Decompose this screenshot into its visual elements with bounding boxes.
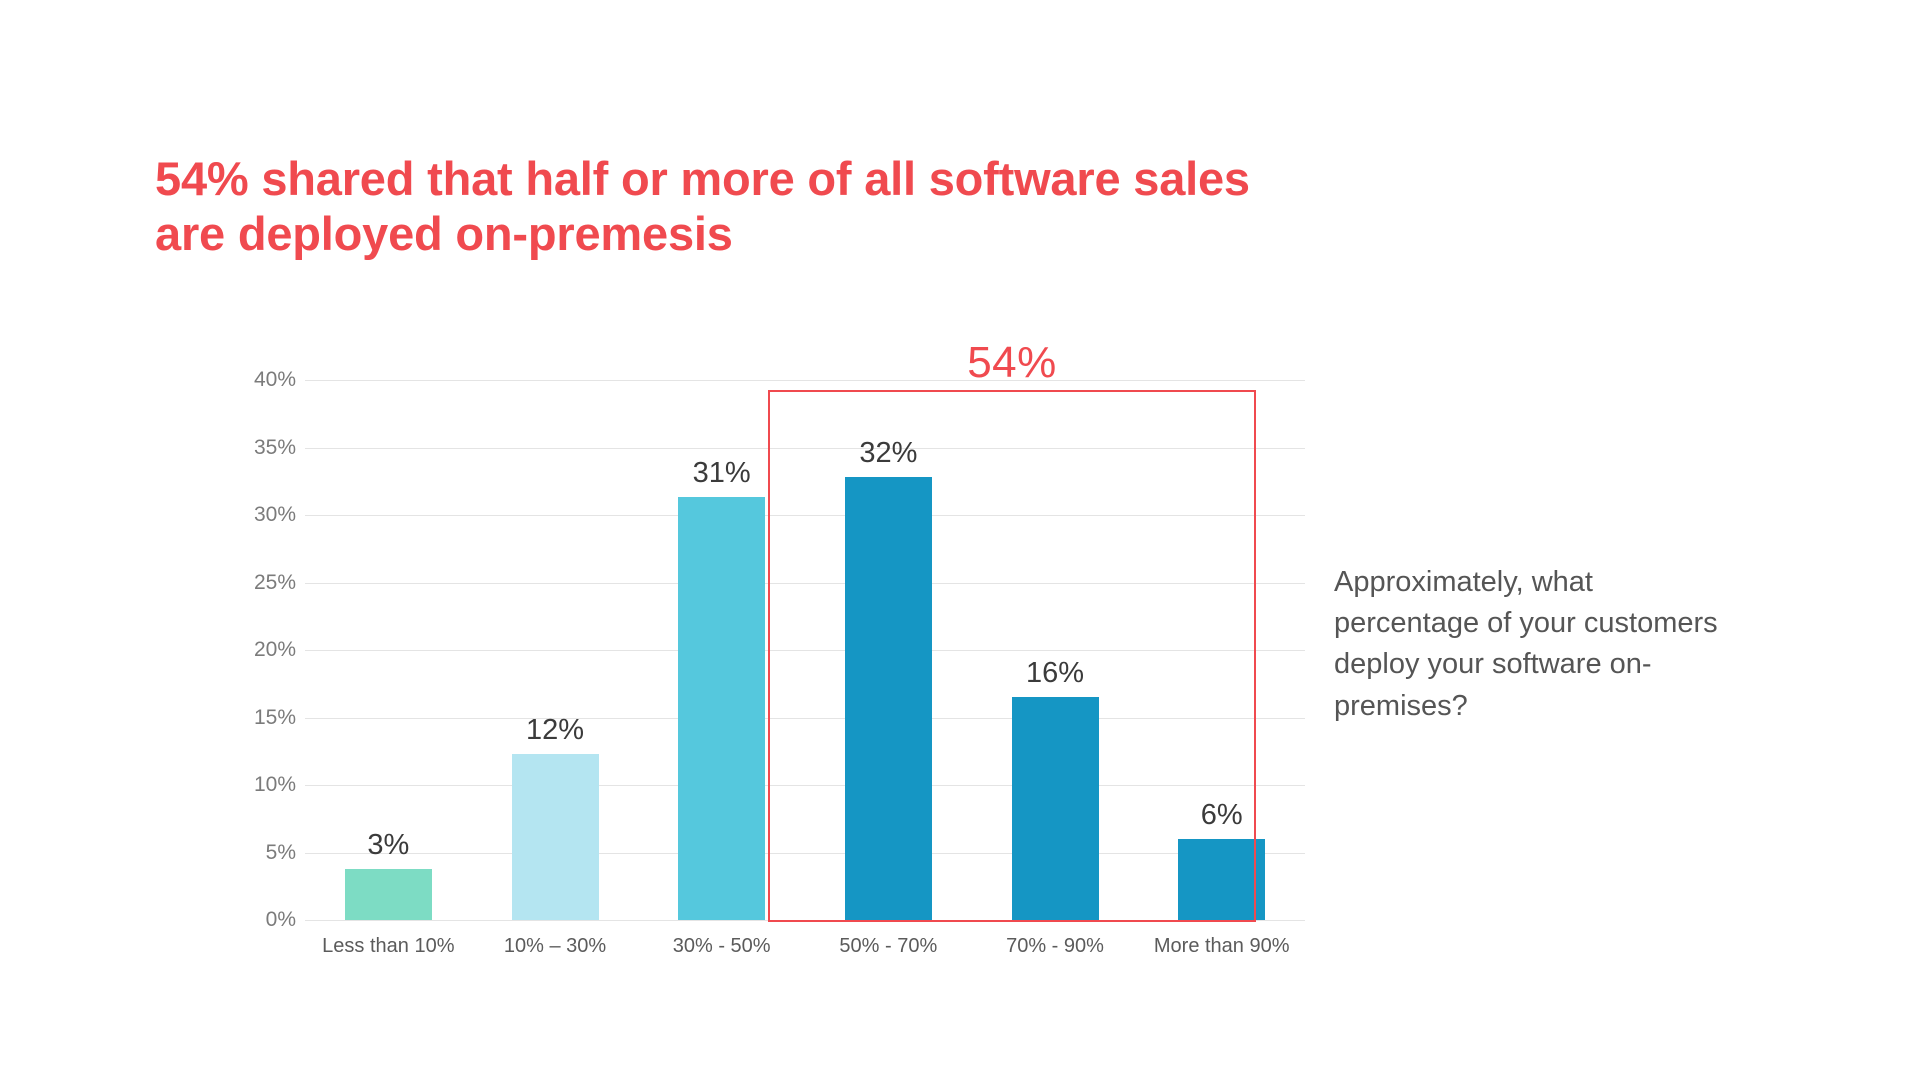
gridline: [305, 920, 1305, 921]
bar-value-label: 6%: [1200, 799, 1243, 831]
page-title: 54% shared that half or more of all soft…: [155, 152, 1585, 262]
x-axis-category-label: More than 90%: [1153, 935, 1290, 957]
y-axis-tick-label: 30%: [253, 503, 296, 526]
y-axis-tick-label: 10%: [253, 773, 296, 796]
gridline: [305, 717, 1305, 719]
y-axis-tick-label: 20%: [253, 638, 296, 661]
bar-value-label: 3%: [367, 828, 410, 861]
bar[interactable]: 3%: [344, 829, 432, 920]
y-axis-tick-label: 0%: [265, 908, 296, 931]
page-title-line-2: are deployed on-premesis: [155, 206, 733, 260]
page-title-line-1: 54% shared that half or more of all soft…: [155, 152, 1250, 205]
bar-slot: 32%: [805, 380, 972, 920]
y-axis-tick-label: 5%: [265, 840, 296, 864]
survey-question-text: Approximately, what percentage of your c…: [1334, 566, 1718, 722]
x-axis-category-label: 10% – 30%: [503, 935, 607, 957]
gridline: [305, 785, 1305, 786]
bar[interactable]: 32%: [844, 437, 932, 920]
gridline: [305, 447, 1305, 449]
x-axis-category-label: Less than 10%: [322, 935, 455, 957]
bar-value-label: 12%: [525, 713, 585, 746]
gridline: [305, 582, 1305, 584]
y-axis-tick-label: 25%: [253, 570, 296, 594]
bar-value-label: 16%: [1025, 657, 1085, 690]
gridline: [305, 380, 1305, 381]
bar-series: 3% 12% 31% 32% 16% 6%: [305, 380, 1305, 920]
bar[interactable]: 16%: [1011, 657, 1099, 920]
y-axis-tick-label: 40%: [253, 368, 296, 391]
plot-area: 3% 12% 31% 32% 16% 6%: [305, 380, 1305, 921]
bar[interactable]: 12%: [511, 714, 599, 920]
bar-value-label: 32%: [859, 437, 918, 470]
bar[interactable]: 6%: [1178, 799, 1266, 920]
bar-slot: 6%: [1138, 380, 1305, 920]
bar-slot: 3%: [305, 380, 472, 920]
bar-slot: 31%: [638, 380, 805, 920]
y-axis-tick-label: 35%: [253, 435, 296, 459]
bar-slot: 16%: [972, 380, 1139, 920]
y-axis-ticks: 40% 35% 30% 25% 20% 15% 10% 5% 0%: [210, 368, 296, 931]
gridline: [305, 852, 1305, 854]
bar[interactable]: 31%: [678, 457, 766, 920]
x-axis-category-label: 70% - 90%: [1006, 935, 1104, 957]
highlight-total-label: 54%: [967, 338, 1057, 387]
bar-value-label: 31%: [692, 457, 751, 490]
x-axis-category-label: 30% - 50%: [672, 935, 771, 957]
x-axis-category-label: 50% - 70%: [839, 935, 938, 957]
gridline: [305, 515, 1305, 516]
x-axis-categories: Less than 10% 10% – 30% 30% - 50% 50% - 70%…: [305, 935, 1305, 958]
bar-chart: 40% 35% 30% 25% 20% 15% 10% 5% 0% 3% 12% 31% 32% 16%…: [210, 360, 1305, 957]
y-axis-tick-label: 15%: [253, 705, 296, 729]
gridline: [305, 650, 1305, 651]
bar-slot: 12%: [472, 380, 639, 920]
